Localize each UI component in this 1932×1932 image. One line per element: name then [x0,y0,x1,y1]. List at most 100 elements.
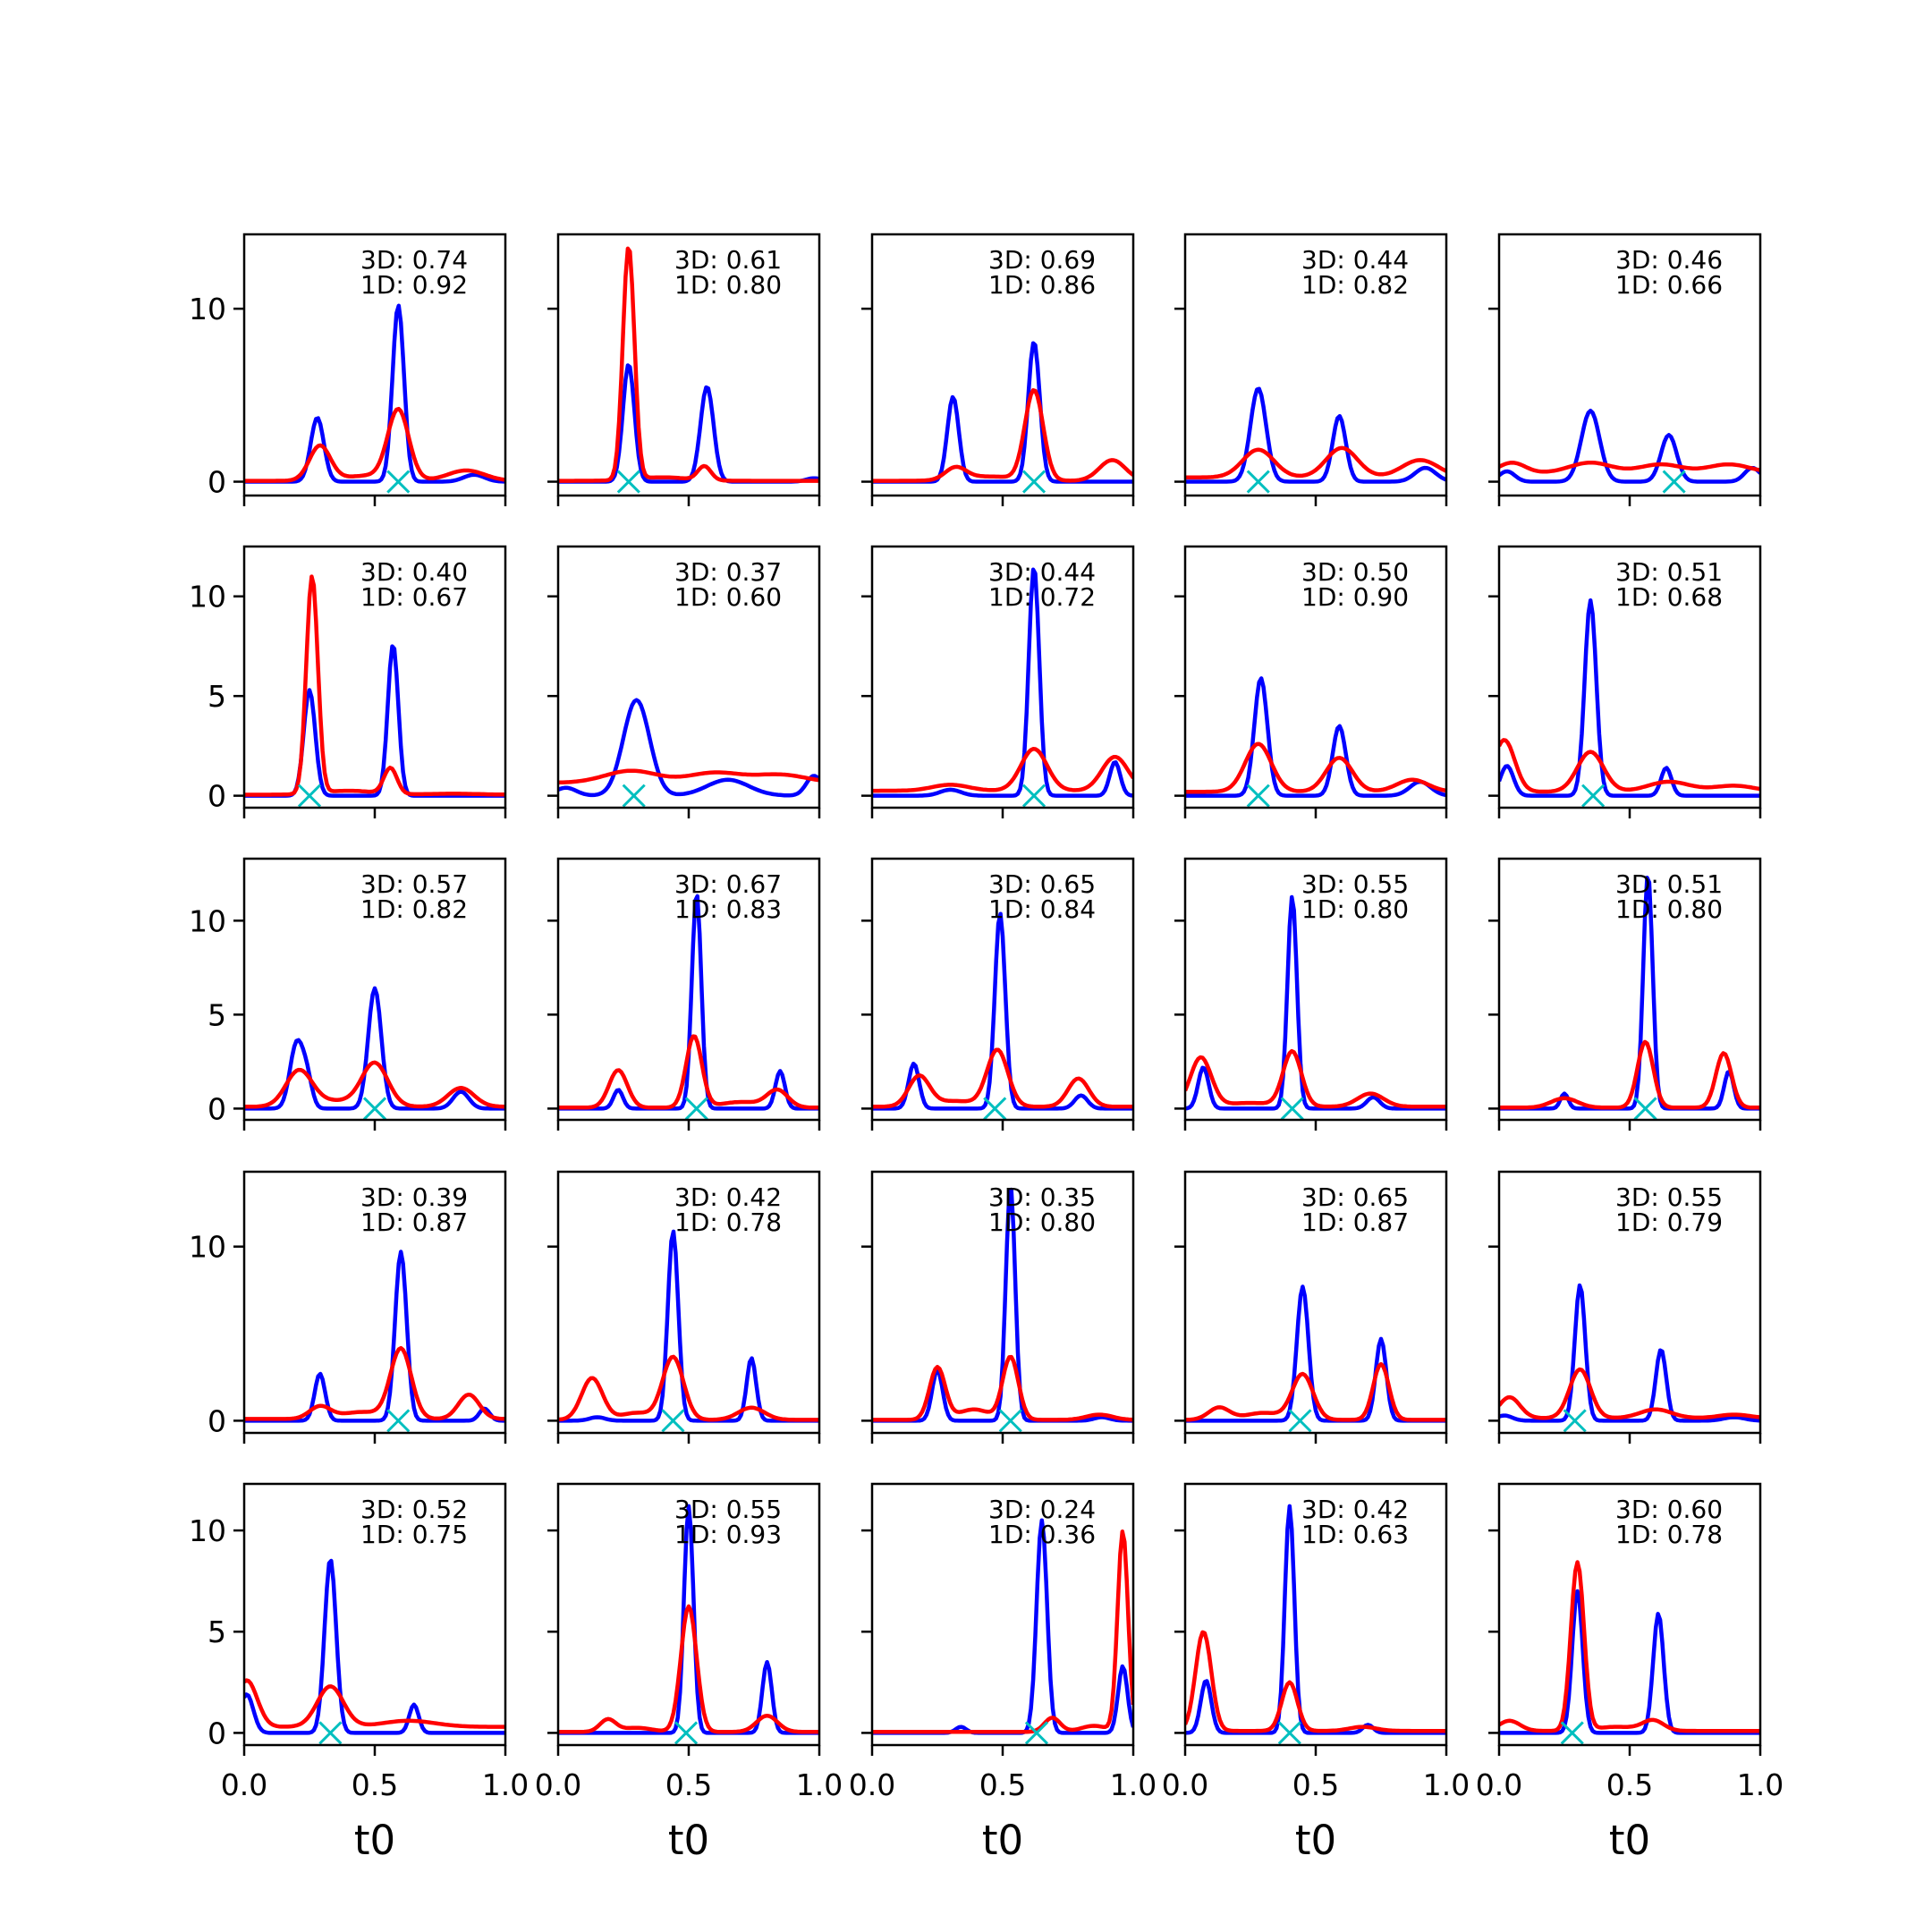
annotation-1d-score: 1D: 0.87 [1301,1208,1409,1237]
series-1d-line [244,1678,505,1729]
plot-area [1499,597,1760,808]
y-tick-label: 10 [189,1513,226,1548]
true-t0-marker [684,1097,708,1120]
plot-area [872,911,1133,1120]
annotation-3d-score: 3D: 0.42 [674,1182,782,1212]
annotation-3d-score: 3D: 0.50 [1301,557,1409,587]
series-3d-line [872,567,1133,798]
marker-stroke [674,1721,699,1745]
plot-area [872,1518,1133,1745]
plot-area [244,986,505,1120]
series-3d-line [244,1558,505,1735]
marker-stroke [1021,470,1046,494]
series-3d-line [1499,597,1760,798]
marker-stroke [1246,470,1270,494]
plot-area [1185,894,1446,1120]
annotation-3d-score: 3D: 0.46 [1615,245,1723,275]
annotation-1d-score: 1D: 0.90 [1301,582,1409,612]
series-3d-line [1499,876,1760,1111]
series-1d-line [244,1060,505,1109]
annotation-3d-score: 3D: 0.55 [674,1495,782,1524]
annotation-1d-score: 1D: 0.36 [988,1520,1096,1549]
true-t0-marker [622,784,646,808]
annotation-1d-score: 1D: 0.83 [674,894,782,924]
true-t0-marker [1633,1097,1657,1120]
marker-stroke [661,1409,685,1433]
true-t0-marker [362,1097,387,1120]
true-t0-marker [1662,470,1686,494]
x-axis-label: t0 [982,1817,1023,1864]
x-tick-label: 0.0 [1476,1767,1522,1802]
annotation-1d-score: 1D: 0.93 [674,1520,782,1549]
true-t0-marker [1288,1409,1312,1433]
annotation-1d-score: 1D: 0.82 [1301,270,1409,300]
series-1d-line [244,1345,505,1421]
annotation-3d-score: 3D: 0.61 [674,245,782,275]
y-tick-label: 0 [208,465,226,500]
series-3d-line [1499,1589,1760,1735]
annotation-1d-score: 1D: 0.79 [1615,1208,1723,1237]
series-3d-line [244,303,505,484]
y-tick-label: 10 [189,292,226,326]
series-3d-line [558,1229,819,1423]
plot-area [872,341,1133,494]
plot-area [1185,676,1446,808]
marker-stroke [684,1097,708,1120]
annotation-1d-score: 1D: 0.78 [1615,1520,1723,1549]
annotation-1d-score: 1D: 0.66 [1615,270,1723,300]
annotation-1d-score: 1D: 0.80 [1301,894,1409,924]
x-axis-label: t0 [668,1817,709,1864]
x-tick-label: 0.0 [1162,1767,1208,1802]
annotation-1d-score: 1D: 0.82 [360,894,468,924]
plot-area [1499,876,1760,1120]
annotation-3d-score: 3D: 0.67 [674,869,782,899]
plot-area [244,303,505,494]
y-tick-label: 5 [208,1614,226,1649]
y-tick-label: 10 [189,1230,226,1265]
true-t0-marker [1024,1721,1049,1745]
x-tick-label: 1.0 [796,1767,843,1802]
true-t0-marker [1581,784,1606,808]
y-tick-label: 0 [208,1091,226,1126]
x-tick-label: 0.5 [665,1767,712,1802]
annotation-3d-score: 3D: 0.44 [988,557,1096,587]
x-tick-label: 1.0 [1737,1767,1784,1802]
series-1d-line [1499,1367,1760,1420]
true-t0-marker [297,784,322,808]
annotation-1d-score: 1D: 0.86 [988,270,1096,300]
marker-stroke [998,1409,1022,1433]
marker-stroke [1633,1097,1657,1120]
marker-stroke [1280,1097,1304,1120]
annotation-1d-score: 1D: 0.60 [674,582,782,612]
series-1d-line [1499,460,1760,474]
series-1d-line [1499,738,1760,794]
series-1d-line [1185,1361,1446,1422]
plot-area [244,1250,505,1433]
annotation-3d-score: 3D: 0.44 [1301,245,1409,275]
x-tick-label: 1.0 [1423,1767,1470,1802]
series-1d-line [558,246,819,483]
x-tick-label: 0.0 [221,1767,267,1802]
x-tick-label: 0.0 [535,1767,581,1802]
series-3d-line [1185,894,1446,1111]
plot-area [1499,1283,1760,1433]
true-t0-marker [1246,470,1270,494]
plot-area [244,574,505,808]
true-t0-marker [998,1409,1022,1433]
true-t0-marker [616,470,640,494]
